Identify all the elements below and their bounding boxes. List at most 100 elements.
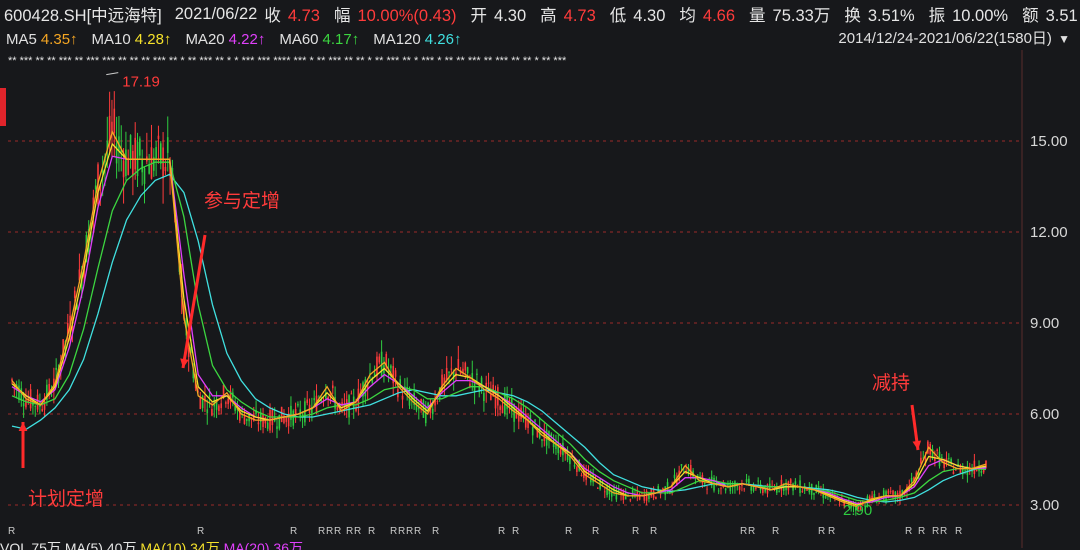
close-field: 收 4.73 bbox=[264, 7, 320, 25]
candle-body bbox=[824, 495, 827, 499]
stock-code-name[interactable]: 600428.SH[中远海特] bbox=[4, 7, 162, 25]
candle-body bbox=[936, 449, 938, 451]
event-r-mark: R bbox=[326, 526, 333, 537]
candle-body bbox=[478, 386, 481, 392]
event-r-mark: R bbox=[368, 526, 375, 537]
candle-body bbox=[838, 504, 841, 506]
candle-body bbox=[369, 373, 371, 375]
candle-body bbox=[615, 489, 618, 500]
date-range-selector[interactable]: 2014/12/24-2021/06/22(1580日) ▼ bbox=[838, 28, 1070, 50]
vol-value: 75万 bbox=[31, 540, 61, 550]
candle-body bbox=[43, 401, 46, 410]
candle-body bbox=[483, 392, 485, 402]
candle-body bbox=[336, 404, 339, 410]
event-r-mark: R bbox=[818, 526, 825, 537]
candle-body bbox=[408, 396, 411, 406]
candle-body bbox=[636, 490, 639, 496]
candle-body bbox=[436, 401, 439, 402]
ma-legend-ma120: MA120 4.26↑ bbox=[373, 30, 462, 48]
vol-ma10-label: MA(10) bbox=[140, 540, 187, 550]
candle-body bbox=[794, 481, 797, 485]
candle-body bbox=[227, 398, 229, 405]
candle-body bbox=[36, 394, 39, 410]
candle-body bbox=[73, 290, 76, 298]
candle-body bbox=[306, 399, 309, 403]
candle-body bbox=[915, 472, 918, 477]
candle-body bbox=[959, 465, 962, 474]
candle-body bbox=[166, 137, 169, 153]
candle-body bbox=[394, 370, 397, 377]
candle-body bbox=[727, 484, 729, 487]
candle-body bbox=[150, 147, 153, 179]
candle-body bbox=[62, 339, 64, 360]
candle-body bbox=[557, 441, 560, 454]
candle-body bbox=[808, 487, 811, 493]
candle-body bbox=[450, 368, 453, 370]
candle-body bbox=[418, 406, 420, 409]
event-r-mark: R bbox=[932, 526, 939, 537]
candle-body bbox=[371, 378, 374, 383]
candle-body bbox=[506, 394, 508, 409]
candle-body bbox=[220, 403, 223, 409]
low-field: 低 4.30 bbox=[609, 7, 666, 25]
event-r-mark: R bbox=[650, 526, 657, 537]
candle-body bbox=[757, 480, 759, 482]
open-field: 开 4.30 bbox=[470, 7, 527, 25]
candle-body bbox=[555, 441, 557, 449]
candle-body bbox=[585, 469, 587, 480]
event-r-mark: R bbox=[918, 526, 925, 537]
candle-body bbox=[813, 492, 815, 495]
event-r-mark: R bbox=[905, 526, 912, 537]
reduce-arrow-head bbox=[912, 440, 922, 450]
kline-chart[interactable]: 15.00 12.00 9.00 6.00 3.00 ** *** ** ** *** *… bbox=[0, 50, 1080, 548]
candle-body bbox=[501, 405, 504, 414]
candle-body bbox=[218, 405, 220, 411]
ma-line-ma10 bbox=[11, 142, 987, 506]
candle-body bbox=[961, 467, 964, 475]
candle-body bbox=[155, 147, 157, 160]
candle-body bbox=[313, 398, 315, 401]
candle-body bbox=[576, 466, 578, 473]
candle-body bbox=[520, 407, 522, 420]
candle-body bbox=[452, 370, 455, 379]
candle-body bbox=[934, 457, 936, 461]
candle-body bbox=[643, 494, 646, 501]
vol-ma5-label: MA(5) bbox=[64, 540, 103, 550]
turnover-field: 换 3.51% bbox=[844, 7, 915, 25]
candle-body bbox=[292, 410, 295, 426]
candle-body bbox=[717, 490, 720, 492]
candle-body bbox=[789, 479, 792, 484]
candle-body bbox=[550, 433, 553, 437]
candle-body bbox=[968, 468, 971, 472]
vol-ma10-value: 34万 bbox=[190, 540, 220, 550]
candle-body bbox=[787, 481, 790, 491]
triangle-down-icon[interactable]: ▼ bbox=[1058, 32, 1070, 46]
candle-body bbox=[806, 488, 808, 491]
candle-body bbox=[141, 159, 143, 173]
candle-body bbox=[159, 143, 162, 164]
candle-body bbox=[25, 399, 27, 408]
candle-body bbox=[752, 485, 755, 491]
candle-body bbox=[127, 157, 130, 175]
candle-body bbox=[741, 483, 743, 486]
candle-body bbox=[920, 457, 922, 464]
candle-body bbox=[399, 379, 402, 387]
quote-header: 600428.SH[中远海特] 2021/06/22 收 4.73 幅 10.00%… bbox=[0, 0, 1080, 28]
candle-body bbox=[278, 414, 281, 429]
event-r-mark: R bbox=[828, 526, 835, 537]
candle-body bbox=[376, 356, 378, 377]
candle-body bbox=[943, 460, 945, 469]
reduce-holding-text: 减持 bbox=[872, 372, 910, 394]
candle-body bbox=[964, 470, 966, 472]
candle-body bbox=[480, 377, 483, 385]
event-r-mark: R bbox=[955, 526, 962, 537]
candle-body bbox=[924, 457, 927, 464]
candle-body bbox=[390, 365, 392, 369]
candle-body bbox=[941, 457, 943, 458]
candle-body bbox=[41, 408, 44, 412]
candle-body bbox=[764, 488, 766, 492]
candle-body bbox=[494, 394, 497, 409]
candle-body bbox=[871, 495, 873, 501]
candle-body bbox=[11, 379, 13, 381]
candle-body bbox=[580, 474, 583, 477]
